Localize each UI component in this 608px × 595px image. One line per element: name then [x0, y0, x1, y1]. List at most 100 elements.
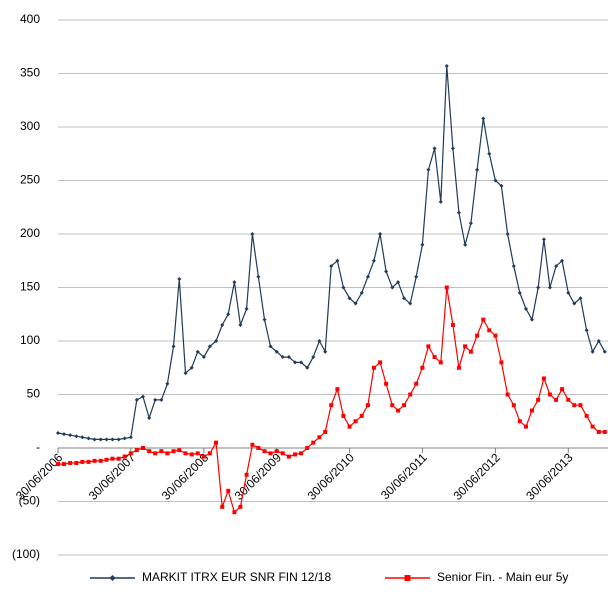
point	[293, 452, 298, 457]
point	[371, 365, 376, 370]
point	[122, 454, 127, 459]
point	[195, 451, 200, 456]
legend-marker	[109, 575, 116, 581]
point	[602, 349, 607, 354]
point	[141, 446, 146, 450]
point	[463, 344, 468, 349]
point	[384, 269, 389, 274]
point	[499, 183, 504, 188]
point	[335, 258, 340, 263]
point	[517, 419, 522, 424]
y-tick-label: (100)	[12, 547, 40, 561]
point	[86, 436, 91, 441]
point	[256, 446, 261, 450]
point	[104, 457, 109, 462]
x-tick-label: 30/06/2012	[450, 450, 503, 503]
point	[566, 290, 571, 295]
point	[481, 317, 486, 322]
point	[536, 397, 541, 402]
point	[378, 360, 383, 365]
point	[61, 432, 66, 437]
point	[238, 504, 243, 509]
point	[517, 290, 522, 295]
y-tick-label: -	[36, 440, 40, 454]
point	[468, 221, 473, 226]
point	[280, 451, 285, 456]
point	[238, 322, 243, 327]
point	[189, 365, 194, 370]
point	[165, 451, 170, 456]
point	[347, 424, 352, 429]
point	[153, 397, 158, 402]
point	[68, 433, 73, 438]
point	[147, 416, 152, 421]
point	[134, 448, 139, 453]
point	[438, 199, 443, 204]
point	[487, 151, 492, 156]
point	[420, 242, 425, 247]
point	[244, 472, 249, 477]
point	[250, 442, 255, 447]
point	[159, 449, 164, 454]
point	[232, 280, 237, 285]
point	[444, 285, 449, 290]
point	[341, 285, 346, 290]
point	[299, 360, 304, 365]
point	[311, 440, 316, 445]
point	[141, 394, 146, 399]
point	[147, 449, 152, 454]
point	[499, 360, 504, 365]
y-tick-label: (50)	[19, 494, 40, 508]
point	[523, 424, 528, 429]
point	[183, 451, 188, 456]
point	[596, 339, 601, 343]
point	[201, 355, 206, 360]
y-tick-label: 100	[20, 333, 40, 347]
point	[414, 381, 419, 386]
point	[554, 397, 559, 402]
point	[529, 317, 534, 322]
point	[286, 355, 291, 360]
point	[116, 456, 121, 461]
point	[432, 355, 437, 360]
x-tick-label: 30/06/2013	[523, 450, 576, 503]
point	[365, 403, 370, 408]
point	[299, 451, 304, 456]
point	[590, 349, 595, 354]
x-tick-label: 30/06/2011	[378, 450, 430, 502]
point	[256, 274, 261, 279]
point	[183, 371, 188, 376]
point	[390, 285, 395, 290]
point	[584, 328, 589, 333]
series-line	[57, 65, 606, 440]
point	[214, 440, 219, 445]
point	[378, 232, 383, 236]
point	[511, 403, 516, 408]
point	[274, 449, 279, 454]
point	[511, 264, 516, 269]
point	[232, 510, 237, 515]
y-tick-label: 200	[20, 226, 40, 240]
point	[98, 437, 103, 442]
point	[560, 387, 565, 392]
x-tick-label: 30/06/2010	[305, 450, 358, 503]
point	[541, 376, 546, 381]
point	[408, 301, 413, 306]
point	[578, 296, 583, 301]
point	[547, 392, 552, 397]
legend-marker	[404, 575, 411, 581]
point	[602, 429, 607, 434]
point	[317, 435, 322, 440]
y-tick-label: 400	[20, 12, 40, 26]
point	[353, 301, 358, 306]
point	[463, 242, 468, 247]
point	[207, 344, 212, 349]
point	[171, 449, 176, 454]
y-tick-label: 300	[20, 119, 40, 133]
point	[280, 355, 285, 360]
point	[177, 276, 182, 281]
point	[396, 280, 401, 285]
point	[420, 365, 425, 370]
legend-label: MARKIT ITRX EUR SNR FIN 12/18	[142, 570, 331, 584]
point	[159, 397, 164, 402]
